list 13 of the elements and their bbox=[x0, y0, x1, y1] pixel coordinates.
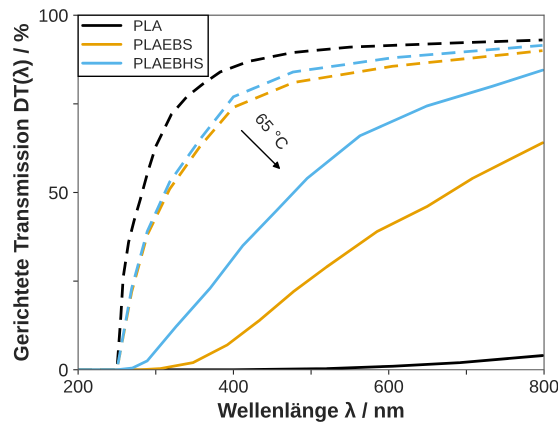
x-tick-label: 600 bbox=[374, 380, 404, 393]
x-tick-label: 800 bbox=[530, 380, 558, 393]
legend-label: PLAEBHS bbox=[134, 58, 203, 69]
y-tick-label: 50 bbox=[49, 186, 68, 200]
x-tick-label: 400 bbox=[218, 380, 248, 393]
x-tick-label: 200 bbox=[64, 380, 92, 393]
legend-label: PLAEBS bbox=[134, 39, 192, 50]
legend-label: PLA bbox=[134, 20, 162, 31]
annotation: 65 °C bbox=[254, 112, 290, 151]
y-axis-title: Gerichtete Transmission DT(λ) / % bbox=[12, 24, 33, 361]
y-tick-label: 100 bbox=[40, 9, 68, 22]
x-axis-title: Wellenlänge λ / nm bbox=[218, 402, 404, 422]
y-tick-label: 0 bbox=[59, 364, 68, 376]
